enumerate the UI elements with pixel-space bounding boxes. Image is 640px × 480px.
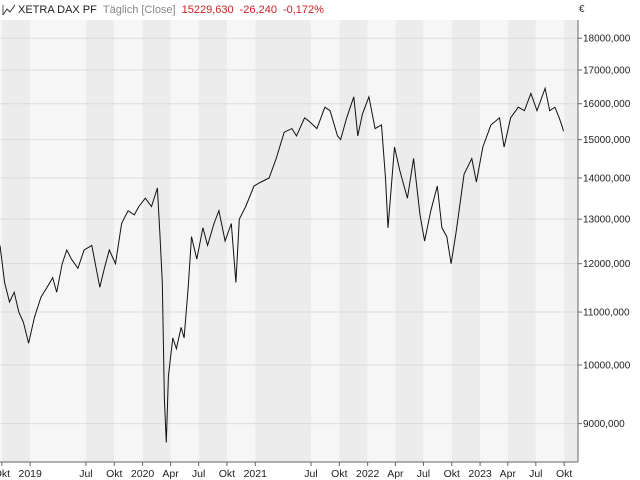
- x-tick-label: Jul: [192, 468, 205, 480]
- chart-header: XETRA DAX PF Täglich [Close] 15229,630 -…: [2, 3, 324, 17]
- price-line: [0, 86, 564, 443]
- y-tick-label: 10000,000: [583, 361, 631, 372]
- period-band: [226, 20, 256, 462]
- y-tick-label: 11000,000: [583, 308, 630, 319]
- x-tick-label: Apr: [500, 468, 517, 480]
- y-tick-label: 9000,000: [583, 419, 625, 430]
- price-change: -26,240: [239, 4, 277, 16]
- y-tick-label: 15000,000: [583, 135, 631, 146]
- y-tick-label: 18000,000: [583, 34, 631, 45]
- x-tick-label: Apr: [162, 468, 179, 480]
- chart-line-icon[interactable]: [2, 4, 16, 16]
- y-tick-label: 12000,000: [583, 259, 631, 270]
- period-band: [1, 20, 31, 462]
- x-tick-label: Apr: [387, 468, 404, 480]
- y-tick-label: 13000,000: [583, 215, 631, 226]
- period-bands: [0, 20, 578, 462]
- y-tick-label: 14000,000: [583, 173, 631, 184]
- period-band: [507, 20, 536, 462]
- x-tick-label: Jul: [417, 468, 430, 480]
- period-band: [564, 20, 578, 462]
- x-tick-label: 2021: [244, 468, 268, 480]
- x-tick-label: 2020: [131, 468, 155, 480]
- period-band: [85, 20, 115, 462]
- x-tick-label: Jul: [529, 468, 542, 480]
- period-band: [480, 20, 508, 462]
- x-tick-label: Okt: [219, 468, 235, 480]
- x-tick-label: Okt: [444, 468, 460, 480]
- period-band: [395, 20, 424, 462]
- x-axis: Okt 2019 Jul Okt 2020 Apr Jul Okt 2021 Jul Okt 2022…: [0, 461, 578, 480]
- x-tick-label: 2019: [18, 468, 42, 480]
- period-band: [0, 20, 2, 462]
- period-band: [142, 20, 171, 462]
- grid-lines: [0, 37, 578, 425]
- y-tick-label: 16000,000: [583, 99, 631, 110]
- y-tick-label: 17000,000: [583, 66, 631, 77]
- x-tick-label: Jul: [304, 468, 317, 480]
- y-axis: 9000,000 10000,000 11000,000 12000,000 13000…: [577, 20, 631, 462]
- x-tick-label: 2023: [468, 468, 492, 480]
- symbol-label: XETRA DAX PF: [18, 4, 97, 16]
- currency-label: €: [579, 4, 585, 15]
- period-band: [198, 20, 227, 462]
- x-tick-label: Jul: [79, 468, 92, 480]
- period-band: [311, 20, 340, 462]
- price-change-percent: -0,172%: [282, 4, 324, 16]
- period-band: [30, 20, 86, 462]
- period-band: [170, 20, 199, 462]
- x-tick-label: 2022: [356, 468, 380, 480]
- period-band: [255, 20, 312, 462]
- x-tick-label: Okt: [0, 468, 10, 480]
- x-tick-label: Okt: [331, 468, 347, 480]
- period-band: [367, 20, 396, 462]
- period-band: [339, 20, 368, 462]
- x-tick-label: Okt: [556, 468, 572, 480]
- period-label: Täglich [Close]: [102, 4, 176, 16]
- last-price: 15229,630: [181, 4, 234, 16]
- period-band: [535, 20, 565, 462]
- x-tick-label: Okt: [106, 468, 122, 480]
- period-band: [451, 20, 481, 462]
